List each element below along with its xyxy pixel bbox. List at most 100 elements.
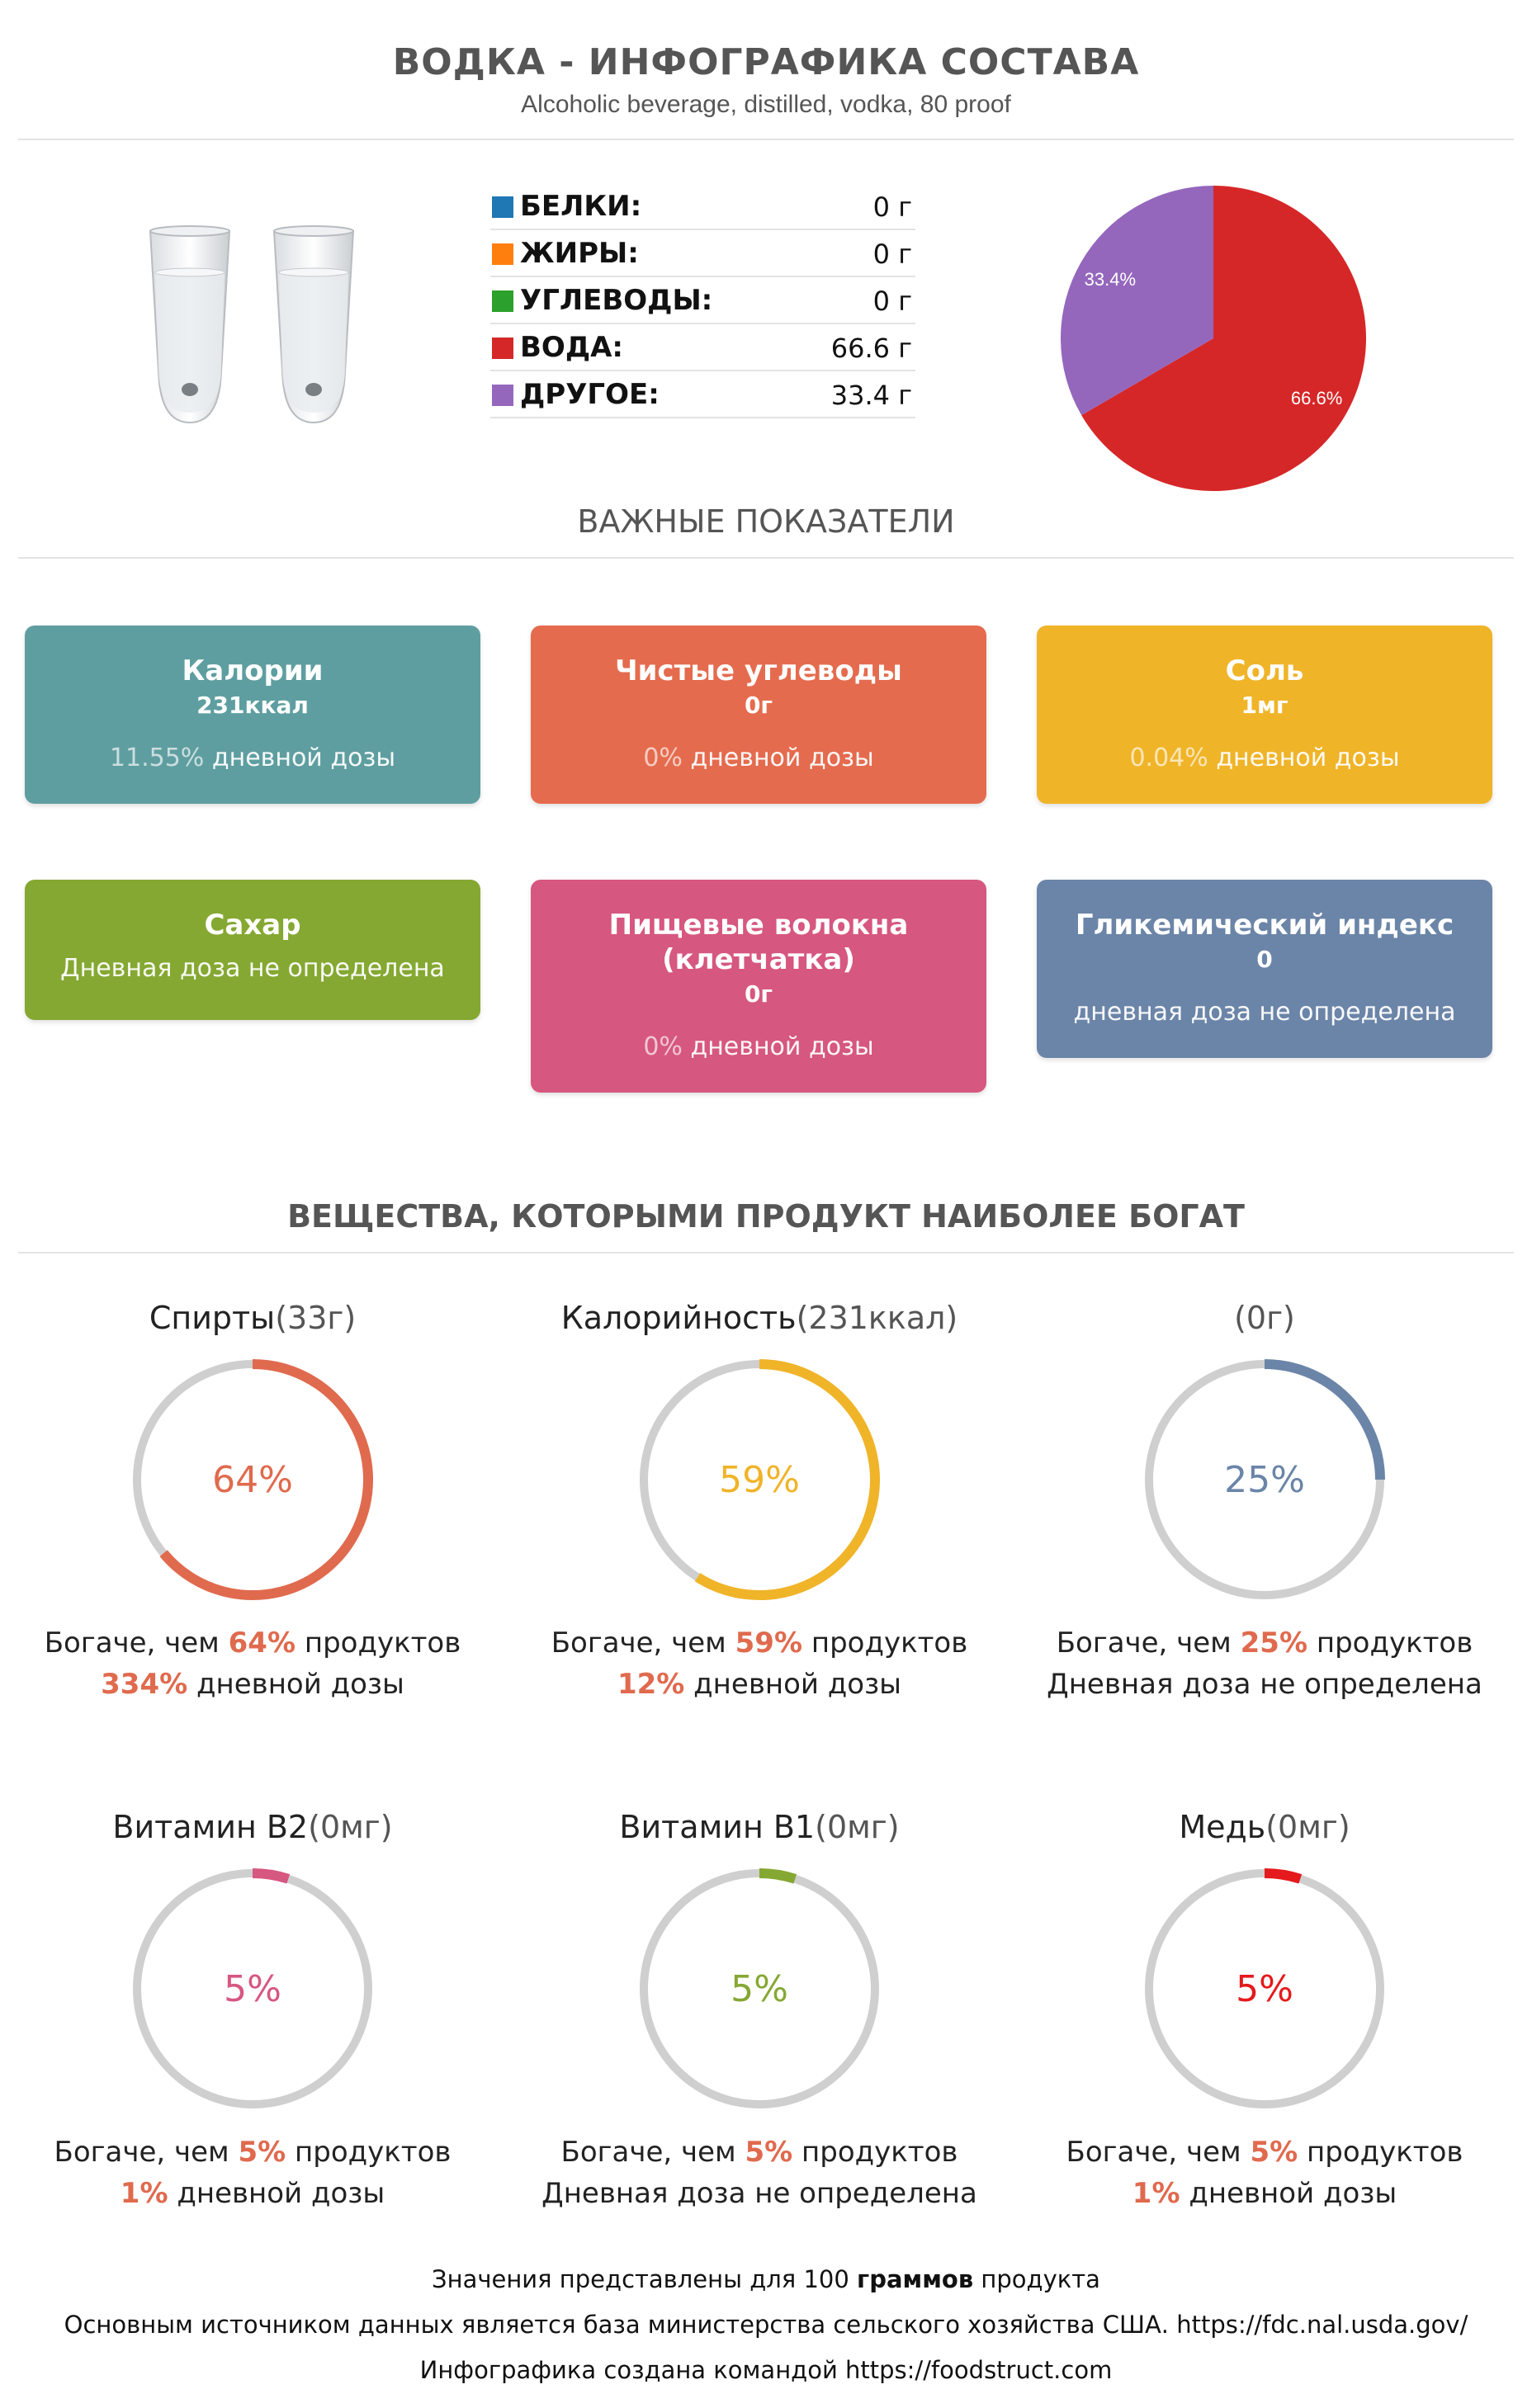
percentile-ring: 5% xyxy=(133,1868,372,2108)
richer-percent: 64% xyxy=(228,1627,296,1660)
daily-dose-line: 1% дневной дозы xyxy=(1017,2177,1512,2210)
richer-suffix: продуктов xyxy=(286,2136,452,2169)
daily-dose-line: 1% дневной дозы xyxy=(5,2177,500,2210)
ring-progress-arc xyxy=(252,1868,291,1884)
rich-item-title: Витамин B2(0мг) xyxy=(5,1809,500,1845)
daily-dose-text: Дневная доза не определена xyxy=(1047,1668,1482,1701)
richer-suffix: продуктов xyxy=(1298,2136,1463,2169)
card-value: 0 xyxy=(1256,946,1273,973)
richer-percent: 59% xyxy=(735,1627,803,1660)
rich-item-amount: (0мг) xyxy=(1265,1809,1350,1845)
card-daily: 0% дневной дозы xyxy=(531,1032,986,1061)
macro-row-fat: ЖИРЫ: 0 г xyxy=(490,230,915,277)
card-daily-text: дневной дозы xyxy=(211,744,396,772)
card-daily-pct: 0.04% xyxy=(1129,744,1208,772)
ring-progress-arc xyxy=(759,1868,797,1884)
composition-pie-chart: 66.6% 33.4% xyxy=(1061,186,1366,491)
richer-suffix: продуктов xyxy=(792,2136,958,2169)
daily-dose-line: Дневная доза не определена xyxy=(1017,1668,1512,1701)
rich-item: Калорийность(231ккал) 59% Богаче, чем 59% … xyxy=(512,1300,1007,1701)
salt-card: Соль 1мг 0.04% дневной дозы xyxy=(1037,626,1492,804)
page-subtitle: Alcoholic beverage, distilled, vodka, 80… xyxy=(521,91,1011,118)
rich-item-amount: (0мг) xyxy=(815,1809,900,1845)
richer-suffix: продуктов xyxy=(296,1627,461,1660)
daily-dose-text: дневной дозы xyxy=(168,2177,385,2210)
rich-item: Спирты(33г) 64% Богаче, чем 64% продуктов 3… xyxy=(5,1300,500,1701)
richer-than-line: Богаче, чем 5% продуктов xyxy=(5,2136,500,2169)
rich-heading: ВЕЩЕСТВА, КОТОРЫМИ ПРОДУКТ НАИБОЛЕЕ БОГА… xyxy=(287,1198,1245,1235)
richer-prefix: Богаче, чем xyxy=(54,2136,239,2169)
rich-item: Медь(0мг) 5% Богаче, чем 5% продуктов 1% дн… xyxy=(1017,1809,1512,2210)
calories-card: Калории 231ккал 11.55% дневной дозы xyxy=(25,626,480,804)
pie-slice-1 xyxy=(1061,186,1213,416)
card-value: 231ккал xyxy=(196,692,309,719)
rich-item-title: Калорийность(231ккал) xyxy=(512,1300,1007,1336)
richer-percent: 5% xyxy=(1250,2136,1298,2169)
card-daily-text: дневной дозы xyxy=(690,1032,874,1061)
card-daily: дневная доза не определена xyxy=(1037,998,1492,1027)
daily-dose-percent: 12% xyxy=(617,1668,685,1701)
rich-item-amount: (0мг) xyxy=(308,1809,393,1845)
daily-dose-line: 12% дневной дозы xyxy=(512,1668,1007,1701)
rich-item-amount: (231ккал) xyxy=(796,1300,958,1336)
daily-dose-text: Дневная доза не определена xyxy=(541,2177,977,2210)
card-title: Пищевые волокна (клетчатка) xyxy=(608,909,909,976)
richer-than-line: Богаче, чем 5% продуктов xyxy=(1017,2136,1512,2169)
richer-percent: 5% xyxy=(238,2136,286,2169)
ring-progress-arc xyxy=(159,1359,373,1600)
percentile-ring: 64% xyxy=(133,1359,373,1600)
rich-item-name: Витамин B2 xyxy=(112,1809,309,1845)
macro-value: 0 г xyxy=(872,286,912,317)
macro-value: 66.6 г xyxy=(830,333,912,364)
richer-prefix: Богаче, чем xyxy=(560,2136,745,2169)
rich-item-title: Медь(0мг) xyxy=(1017,1809,1512,1845)
rich-divider xyxy=(18,1252,1514,1254)
fiber-card: Пищевые волокна (клетчатка) 0г 0% дневно… xyxy=(531,880,986,1093)
ring-percent-label: 59% xyxy=(719,1459,800,1501)
footer-prefix: Значения представлены для 100 xyxy=(432,2265,858,2293)
richer-percent: 5% xyxy=(745,2136,793,2169)
header-divider xyxy=(18,139,1514,140)
richer-percent: 25% xyxy=(1240,1627,1308,1660)
rich-item: Витамин B1(0мг) 5% Богаче, чем 5% продукто… xyxy=(512,1809,1007,2210)
richer-prefix: Богаче, чем xyxy=(551,1627,735,1660)
macro-legend: БЕЛКИ: 0 г ЖИРЫ: 0 г УГЛЕВОДЫ: 0 г ВОДА:… xyxy=(490,183,915,418)
macro-name: ЖИРЫ: xyxy=(520,237,639,270)
macro-row-protein: БЕЛКИ: 0 г xyxy=(490,183,915,230)
card-title: Гликемический индекс xyxy=(1075,909,1454,942)
rich-item-title: (0г) xyxy=(1017,1300,1512,1336)
richer-than-line: Богаче, чем 25% продуктов xyxy=(1017,1627,1512,1660)
ring-progress-arc xyxy=(1264,1868,1303,1884)
page-title: ВОДКА - ИНФОГРАФИКА СОСТАВА xyxy=(392,41,1140,83)
rich-item-title: Спирты(33г) xyxy=(5,1300,500,1336)
ring-progress-arc xyxy=(694,1359,880,1600)
fat-swatch xyxy=(492,243,513,265)
ring-percent-label: 64% xyxy=(212,1459,293,1501)
footer-source: Основным источником данных является база… xyxy=(64,2311,1468,2339)
percentile-ring: 5% xyxy=(640,1868,879,2108)
rich-item-name: Калорийность xyxy=(560,1300,797,1336)
macro-name: ВОДА: xyxy=(520,331,624,364)
rich-item-amount: (33г) xyxy=(275,1300,357,1336)
percentile-ring: 59% xyxy=(640,1359,880,1600)
pie-slice-0 xyxy=(1081,186,1366,491)
footer-bold: граммов xyxy=(857,2265,974,2293)
card-daily-text: дневной дозы xyxy=(1216,744,1400,772)
water-swatch xyxy=(492,338,513,359)
footer-credit: Инфографика создана командой https://foo… xyxy=(419,2356,1113,2384)
daily-dose-line: 334% дневной дозы xyxy=(5,1668,500,1701)
richer-prefix: Богаче, чем xyxy=(1056,1627,1241,1660)
protein-swatch xyxy=(492,196,513,218)
daily-dose-text: дневной дозы xyxy=(187,1668,404,1701)
two-shot-glasses-icon xyxy=(149,225,355,424)
card-value: 0г xyxy=(744,980,773,1008)
richer-than-line: Богаче, чем 5% продуктов xyxy=(512,2136,1007,2169)
footer-note: Значения представлены для 100 граммов пр… xyxy=(0,2265,1532,2293)
other-swatch xyxy=(492,385,513,406)
richer-suffix: продуктов xyxy=(1307,1627,1473,1660)
card-daily: 11.55% дневной дозы xyxy=(25,744,480,772)
daily-dose-text: дневной дозы xyxy=(684,1668,902,1701)
daily-dose-percent: 1% xyxy=(120,2177,168,2210)
macro-value: 0 г xyxy=(872,238,912,270)
